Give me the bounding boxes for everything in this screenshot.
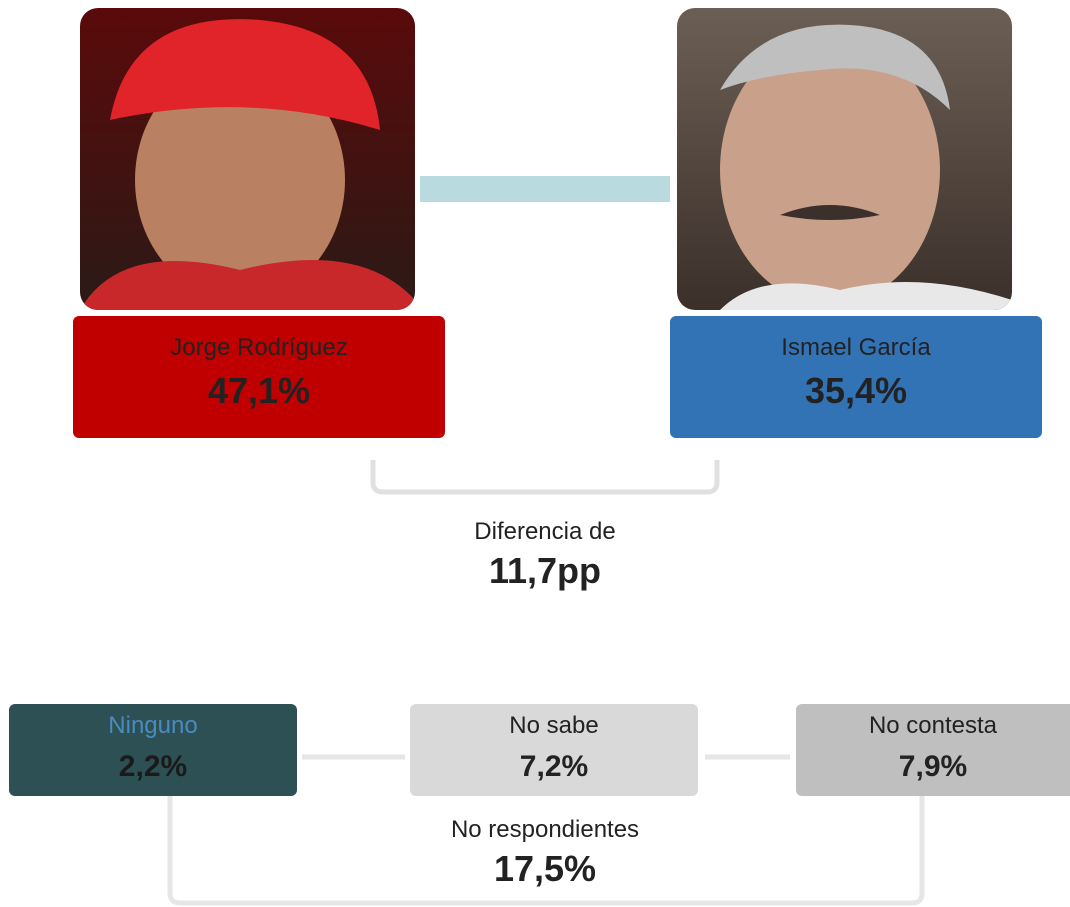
no-response-label: No respondientes [450,816,640,843]
candidate-box: Jorge Rodríguez 47,1% [73,316,445,438]
no-response: No respondientes 17,5% [345,816,745,890]
no-response-value: 17,5% [493,848,597,889]
other-box: No contesta 7,9% [796,704,1070,796]
other-value: 2,2% [118,750,188,783]
candidate-value: 35,4% [804,370,908,411]
other-name: Ninguno [108,712,198,739]
other-name: No sabe [509,712,599,739]
other-box: No sabe 7,2% [410,704,698,796]
other-name: No contesta [868,712,998,739]
candidate-name: Ismael García [781,334,931,361]
photo-right [677,8,1012,310]
other-value: 7,2% [519,750,589,783]
candidate-name: Jorge Rodríguez [170,334,348,361]
candidate-box: Ismael García 35,4% [670,316,1042,438]
difference: Diferencia de 11,7pp [345,518,745,592]
other-box: Ninguno 2,2% [9,704,297,796]
difference-label: Diferencia de [474,518,616,545]
candidate-value: 47,1% [207,370,311,411]
photo-left [80,8,415,310]
other-value: 7,9% [898,750,968,783]
difference-value: 11,7pp [488,550,602,591]
